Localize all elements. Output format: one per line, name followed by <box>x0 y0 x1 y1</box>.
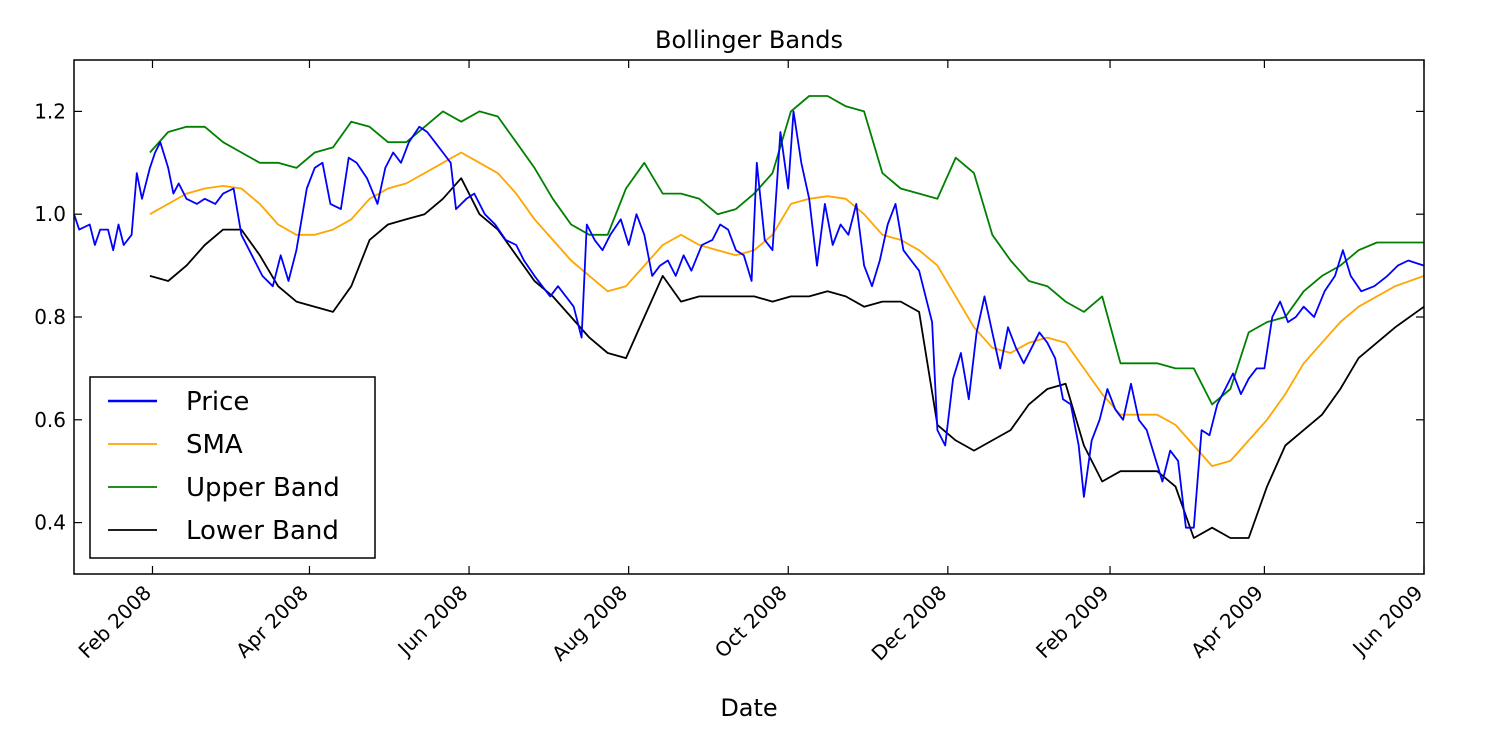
series-line-price <box>73 110 1425 529</box>
x-tick-label: Jun 2009 <box>1347 581 1428 662</box>
legend-label-price: Price <box>186 387 249 417</box>
x-tick-label: Feb 2008 <box>74 581 156 663</box>
y-tick-label: 0.4 <box>34 511 66 535</box>
x-axis-title: Date <box>720 694 777 722</box>
x-axis: Feb 2008 Apr 2008 Jun 2008 Aug 2008 Oct 2008… <box>74 60 1428 666</box>
y-axis: 0.4 0.6 0.8 1.0 1.2 <box>34 99 1424 535</box>
legend-box <box>89 376 376 559</box>
y-tick-label: 0.8 <box>34 305 66 329</box>
series-line-lower-band <box>149 177 1425 539</box>
x-tick-label: Dec 2008 <box>867 581 952 666</box>
x-tick-label: Apr 2008 <box>231 581 313 663</box>
chart-title: Bollinger Bands <box>655 26 843 54</box>
legend-label-sma: SMA <box>186 430 243 460</box>
x-tick-label: Oct 2008 <box>710 581 792 663</box>
y-tick-label: 1.0 <box>34 202 66 226</box>
legend-label-upper-band: Upper Band <box>186 473 340 503</box>
x-tick-label: Feb 2009 <box>1031 581 1113 663</box>
legend-label-lower-band: Lower Band <box>186 516 339 546</box>
series-line-sma <box>149 151 1425 467</box>
x-tick-label: Jun 2008 <box>392 581 473 662</box>
series-line-upper-band <box>149 95 1424 406</box>
legend: Price SMA Upper Band Lower Band <box>89 376 376 559</box>
y-tick-label: 0.6 <box>34 408 66 432</box>
y-tick-label: 1.2 <box>34 99 66 123</box>
series-layer <box>73 95 1425 539</box>
x-tick-label: Apr 2009 <box>1186 581 1268 663</box>
x-tick-label: Aug 2008 <box>547 581 632 666</box>
